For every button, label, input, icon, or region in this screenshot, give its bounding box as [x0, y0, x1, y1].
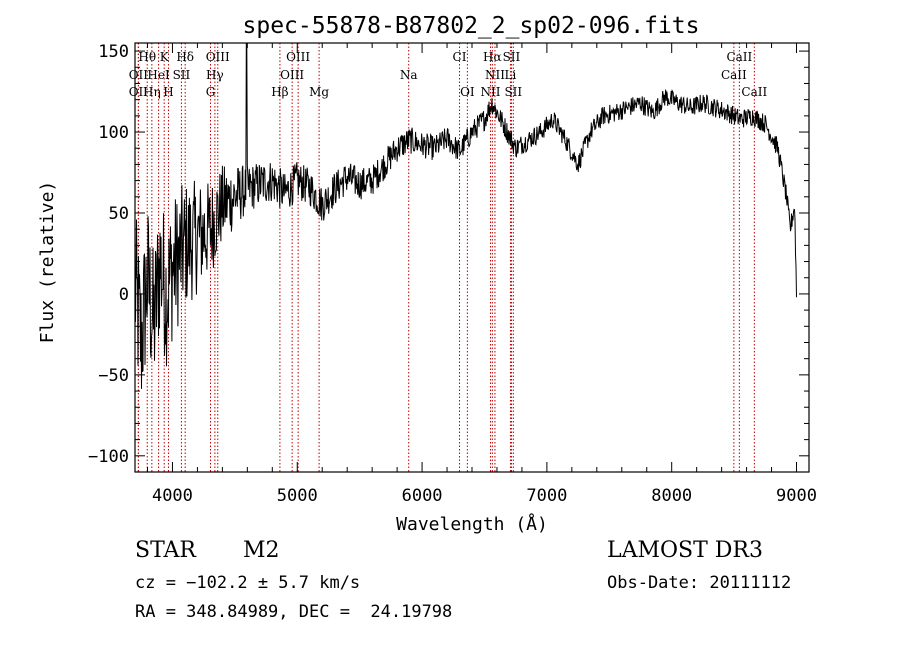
line-label: Li	[505, 68, 517, 82]
y-tick-label: −50	[98, 366, 129, 386]
line-label: Hβ	[271, 85, 288, 99]
line-label: Mg	[309, 85, 329, 99]
line-label: Hγ	[206, 68, 224, 82]
emission-line-markers	[137, 43, 755, 472]
line-label: SII	[503, 50, 521, 64]
survey-name: LAMOST DR3	[607, 538, 763, 563]
line-label: OIII	[286, 50, 310, 64]
line-label: K	[160, 50, 170, 64]
y-axis-ticks: −100 −50 0 50 100 150	[88, 42, 809, 467]
line-label: NII	[485, 68, 505, 82]
line-label: HeI	[147, 68, 170, 82]
y-tick-label: 100	[98, 123, 129, 143]
y-tick-label: −100	[88, 447, 129, 467]
line-label: CaII	[741, 85, 767, 99]
line-label: Hα	[483, 50, 502, 64]
object-class: STAR	[135, 538, 196, 563]
x-tick-label: 4000	[152, 486, 193, 506]
obs-date: Obs-Date: 20111112	[607, 573, 792, 593]
line-label: H	[163, 85, 173, 99]
redshift-text: cz = −102.2 ± 5.7 km/s	[135, 573, 361, 593]
y-tick-label: 150	[98, 42, 129, 62]
line-label: Hη	[143, 85, 161, 99]
line-label: OIII	[280, 68, 304, 82]
y-tick-label: 0	[119, 285, 129, 305]
line-label: G	[206, 85, 216, 99]
x-tick-label: 8000	[651, 486, 692, 506]
y-axis-label: Flux (relative)	[37, 181, 58, 344]
line-label: NII	[480, 85, 500, 99]
line-label: CI	[453, 50, 467, 64]
line-label: OIII	[206, 50, 230, 64]
spectrum-chart: spec-55878-B87802_2_sp02-096.fits Hθ K Hδ O…	[37, 13, 817, 535]
x-tick-label: 5000	[277, 486, 318, 506]
line-label: Na	[400, 68, 418, 82]
x-tick-label: 7000	[526, 486, 567, 506]
y-tick-label: 50	[109, 204, 129, 224]
line-label: CaII	[721, 68, 747, 82]
line-label: OI	[460, 85, 475, 99]
line-label: SII	[504, 85, 522, 99]
chart-title: spec-55878-B87802_2_sp02-096.fits	[243, 13, 700, 39]
coordinates-text: RA = 348.84989, DEC = 24.19798	[135, 602, 453, 622]
line-label: Hθ	[138, 50, 156, 64]
spectrum-line	[134, 42, 797, 389]
line-label: Hδ	[176, 50, 194, 64]
x-tick-label: 9000	[776, 486, 817, 506]
line-label: OII	[129, 85, 149, 99]
line-label: CaII	[726, 50, 752, 64]
x-axis-ticks: 4000 5000 6000 7000 8000 9000	[146, 43, 817, 506]
x-axis-label: Wavelength (Å)	[396, 513, 548, 535]
x-tick-label: 6000	[402, 486, 443, 506]
line-label: SII	[173, 68, 191, 82]
line-label: OII	[129, 68, 149, 82]
subclass: M2	[243, 538, 280, 563]
